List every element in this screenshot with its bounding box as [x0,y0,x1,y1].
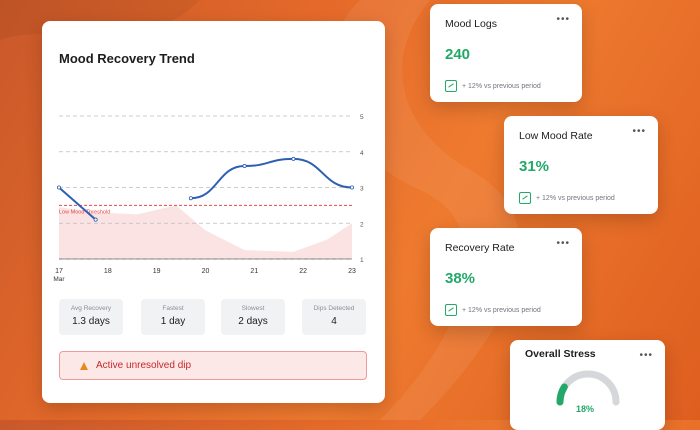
stat-value: 1.3 days [72,316,110,327]
stat-fastest: Fastest 1 day [141,299,205,335]
stat-value: 2 days [238,316,268,327]
trend-text: + 12% vs previous period [462,82,541,90]
recovery-rate-card: Recovery Rate ••• 38% + 12% vs previous … [430,228,582,326]
trend-up-icon [445,80,457,92]
data-point [56,185,61,190]
trend-card-title: Mood Recovery Trend [59,51,195,66]
mood-series-line [58,186,97,221]
gauge-fill [556,383,568,406]
metric-trend: + 12% vs previous period [519,192,615,204]
stat-avg-recovery: Avg Recovery 1.3 days [59,299,123,335]
stat-dips-detected: Dips Detected 4 [302,299,366,335]
metric-value: 38% [445,270,476,287]
gauge-track [556,370,620,406]
y-tick-label: 2 [360,221,364,228]
stat-label: Fastest [162,305,184,312]
data-point [188,196,193,201]
mood-series-line [189,157,353,200]
alert-text: Active unresolved dip [96,360,192,371]
trend-up-icon [519,192,531,204]
mood-recovery-trend-card: Mood Recovery Trend 1 2 3 4 5 Low Mood Thresh… [42,21,385,403]
stat-slowest: Slowest 2 days [221,299,285,335]
y-tick-label: 4 [360,150,364,157]
y-tick-label: 3 [360,186,364,193]
x-tick-label: 20 [202,268,210,275]
x-tick-sublabel: Mar [53,276,65,283]
trend-text: + 12% vs previous period [536,194,615,202]
unresolved-dip-alert[interactable]: Active unresolved dip [59,351,367,380]
more-options-icon[interactable]: ••• [556,14,570,25]
metric-title: Mood Logs [445,18,497,30]
x-tick-label: 19 [153,268,161,275]
data-point [242,164,247,169]
metric-title: Recovery Rate [445,242,515,254]
stat-value: 1 day [160,316,186,327]
data-point [93,217,98,222]
x-tick-label: 22 [299,268,307,275]
metric-value: 31% [519,158,550,175]
data-point [291,156,296,161]
threshold-label: Low Mood Threshold [59,209,110,215]
trend-up-icon [445,304,457,316]
stat-label: Dips Detected [313,305,355,312]
x-tick-label: 23 [348,268,356,275]
stat-value: 4 [331,316,337,327]
x-tick-label: 17 [55,268,63,275]
more-options-icon[interactable]: ••• [556,238,570,249]
stress-gauge [556,370,620,406]
warning-icon [80,361,88,370]
y-tick-label: 1 [360,257,364,264]
trend-text: + 12% vs previous period [462,306,541,314]
more-options-icon[interactable]: ••• [639,350,653,361]
y-tick-label: 5 [360,114,364,121]
x-tick-label: 21 [250,268,258,275]
metric-trend: + 12% vs previous period [445,304,541,316]
metric-title: Overall Stress [525,348,596,360]
mood-logs-card: Mood Logs ••• 240 + 12% vs previous peri… [430,4,582,102]
data-point [349,185,354,190]
metric-value: 240 [445,46,471,63]
overall-stress-card: Overall Stress ••• 18% [510,340,665,430]
more-options-icon[interactable]: ••• [632,126,646,137]
gauge-value: 18% [576,404,595,414]
low-mood-rate-card: Low Mood Rate ••• 31% + 12% vs previous … [504,116,658,214]
x-tick-label: 18 [104,268,112,275]
stat-label: Slowest [241,305,265,312]
stat-label: Avg Recovery [70,305,112,312]
metric-trend: + 12% vs previous period [445,80,541,92]
mood-area [59,205,352,259]
metric-title: Low Mood Rate [519,130,593,142]
